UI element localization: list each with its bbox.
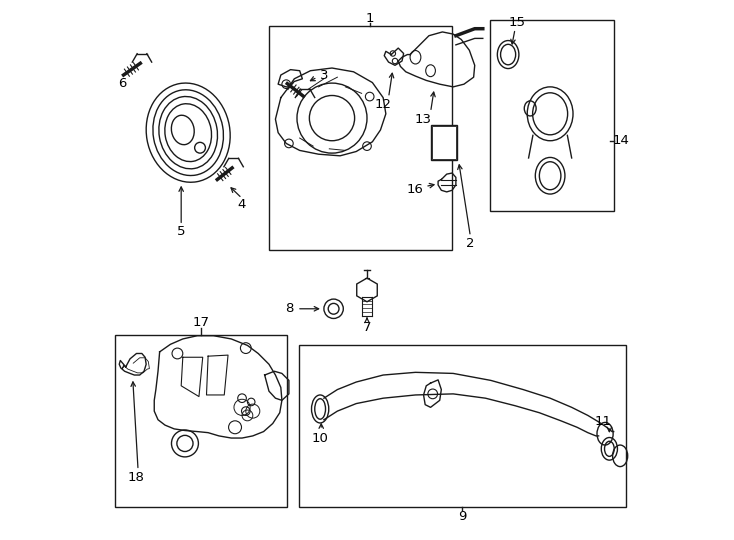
Text: 18: 18: [128, 471, 145, 484]
Bar: [490, 19, 614, 211]
Bar: [115, 335, 287, 507]
Bar: [299, 346, 626, 507]
Text: 5: 5: [177, 225, 186, 238]
Text: 7: 7: [363, 321, 371, 334]
Bar: [431, 125, 457, 160]
Text: 10: 10: [311, 431, 328, 444]
Text: 11: 11: [595, 415, 611, 428]
Text: 16: 16: [407, 183, 424, 195]
Bar: [432, 126, 457, 159]
Text: 13: 13: [415, 113, 432, 126]
Text: 14: 14: [613, 134, 630, 147]
Text: 3: 3: [320, 69, 328, 82]
Text: 15: 15: [508, 16, 526, 29]
Text: 4: 4: [238, 198, 246, 211]
Text: 9: 9: [458, 510, 467, 523]
Bar: [269, 26, 452, 249]
Text: 12: 12: [374, 98, 392, 111]
Text: 2: 2: [466, 237, 475, 249]
Text: 6: 6: [117, 77, 126, 90]
Text: 17: 17: [192, 316, 210, 329]
Text: 1: 1: [366, 12, 374, 25]
Text: 8: 8: [285, 302, 293, 315]
